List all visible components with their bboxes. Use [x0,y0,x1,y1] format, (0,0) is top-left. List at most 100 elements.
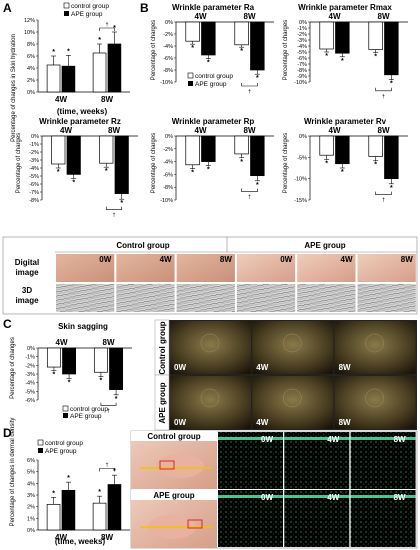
3d-photo [56,284,115,312]
chart-b-rp-bar-ape [250,135,265,177]
chart-d-ytick-label: 0% [27,528,35,534]
chart-b-rv-dagger: † [382,198,385,204]
chart-c-ytick-label: -4% [25,381,35,387]
dermal-epidermis-band [218,437,283,440]
chart-b-rz-ytick-label: 0% [31,134,39,140]
chart-b-ra-bar-control [185,21,200,42]
digital-photo-time-label: 0W [280,255,292,264]
sagging-photo-time-label: 0W [174,363,186,372]
chart-c-ytick-label: -3% [25,372,35,378]
chart-a-ytick-label: 10% [24,30,35,36]
chart-b-rv-significance: * [341,169,344,176]
chart-b-rmax-ytick-label: -8% [297,68,307,74]
chart-d-bar-ape [61,489,76,531]
chart-b-rp-significance: * [191,170,194,177]
chart-b-ra-ytick-label: -2% [163,32,173,38]
chart-a-ytick-label: 4% [27,66,35,72]
chart-d-category-label: 4W [55,533,67,542]
chart-b-rmax-bar-control [368,21,383,50]
digital-photo [297,254,356,282]
chart-d-ytick-label: 3% [27,493,35,499]
chart-a-ytick-label: 6% [27,54,35,60]
chart-d-bar-ape [107,484,122,531]
chart-a-ytick-label: 12% [24,18,35,24]
dermal-photo-time-label: 8W [394,493,406,502]
chart-b-ra-dagger: † [248,89,251,95]
chart-d-ytick-label: 6% [27,458,35,464]
sagging-photo [252,376,334,429]
chart-a-bar-control [46,64,61,93]
row-label-3d-1: 3D [22,286,32,295]
chart-b-rz-dagger: † [112,213,115,219]
chart-c-significance: * [68,379,71,386]
sagging-photo-mark [365,333,384,353]
chart-wrinkle-rv: Wrinkle parameter Rv 0% -5% -10% -15% 4W * * 8W *… [294,117,408,204]
chart-b-rp-bar-control [234,135,249,155]
chart-b-rmax-ytick-label: -10% [294,80,307,86]
chart-c-ytick-label: -2% [25,363,35,369]
chart-b-rz-bar-control [51,135,66,165]
3d-photo [176,284,235,312]
chart-b-ra-category-label: 4W [195,12,207,21]
sagging-photos: Control group APE group 0W 4W 8W 0W 4W 8W [154,319,417,431]
chart-b-rmax-ytick-label: -5% [297,50,307,56]
dermal-photo-time-label: 8W [394,435,406,444]
panel-c-ylabel: Percentage of changes [10,337,16,399]
chart-b-rv-dagger-bracket [375,191,392,195]
sagging-photo-mark [365,388,384,408]
panel-label-d: D [3,426,12,440]
chart-b-rz-ytick-label: -1% [29,142,39,148]
chart-b-rp-title: Wrinkle parameter Rp [172,117,255,126]
legend-c: control group APE group [62,405,108,420]
chart-b-ra-significance: * [240,48,243,55]
chart-a-dagger: † [105,22,108,28]
chart-d-significance: * [113,468,116,475]
chart-b-rv-category-label: 4W [329,126,341,135]
chart-c-ytick-label: -5% [25,389,35,395]
chart-a-significance: * [67,48,70,55]
panel-label-b: B [140,1,149,15]
legend-b: control group APE group [187,72,233,88]
chart-a-ytick-label: 0% [27,90,35,96]
chart-b-rmax-significance: * [374,54,377,61]
chart-b-rz-ytick-label: -3% [29,158,39,164]
legend-d: control group APE group [37,439,83,455]
chart-c-bar-ape [62,347,77,375]
sagging-photo-mark [283,333,302,353]
panel-b1-ylabel: Percentage of charges [151,20,157,80]
photo-grid: Control group APE group Digital image 3D… [2,236,418,315]
chart-b-rmax-ytick-label: -1% [297,26,307,32]
chart-b-rmax-ytick-label: -2% [297,32,307,38]
sagging-photo [252,321,334,374]
chart-b-rz-ytick-label: -8% [29,198,39,204]
sagging-photo-time-label: 8W [339,418,351,427]
chart-c-bar-ape [109,347,124,390]
legend-b-ape: APE group [195,81,227,88]
dermal-photo-time-label: 4W [327,435,339,444]
chart-b-rz-dagger-bracket [105,206,123,210]
sagging-photo-time-label: 4W [256,418,268,427]
chart-c-bar-control [46,347,61,368]
chart-c-dagger: † [107,409,110,415]
chart-b-ra-bar-ape [250,21,265,71]
legend-b-control: control group [195,73,233,80]
chart-d-dagger: † [105,463,108,469]
panel-d-xlabel: (time, weeks) [55,537,106,546]
chart-b-rz-ytick-label: -6% [29,182,39,188]
chart-b-ra-bar-control [234,21,249,46]
dermal-ultrasound-photo [284,432,350,489]
chart-b-rp-bar-ape [201,135,216,162]
chart-b-rmax-title: Wrinkle parameter Rmax [298,3,392,12]
chart-b-ra-ytick-label: 0% [165,20,173,26]
dermal-ultrasound-photo [218,490,283,547]
sagging-photo [170,376,251,429]
chart-b-ra-bar-ape [201,21,216,56]
dermal-label-control: Control group [147,432,200,441]
dermal-ultrasound-photo [350,432,416,489]
chart-b-rv-bar-control [319,135,334,156]
chart-b-rz-bar-control [99,135,114,164]
dermal-epidermis-band [350,495,416,498]
chart-c-category-label: 4W [56,338,68,347]
chart-d-significance: * [52,490,55,497]
chart-d-ytick-label: 4% [27,481,35,487]
